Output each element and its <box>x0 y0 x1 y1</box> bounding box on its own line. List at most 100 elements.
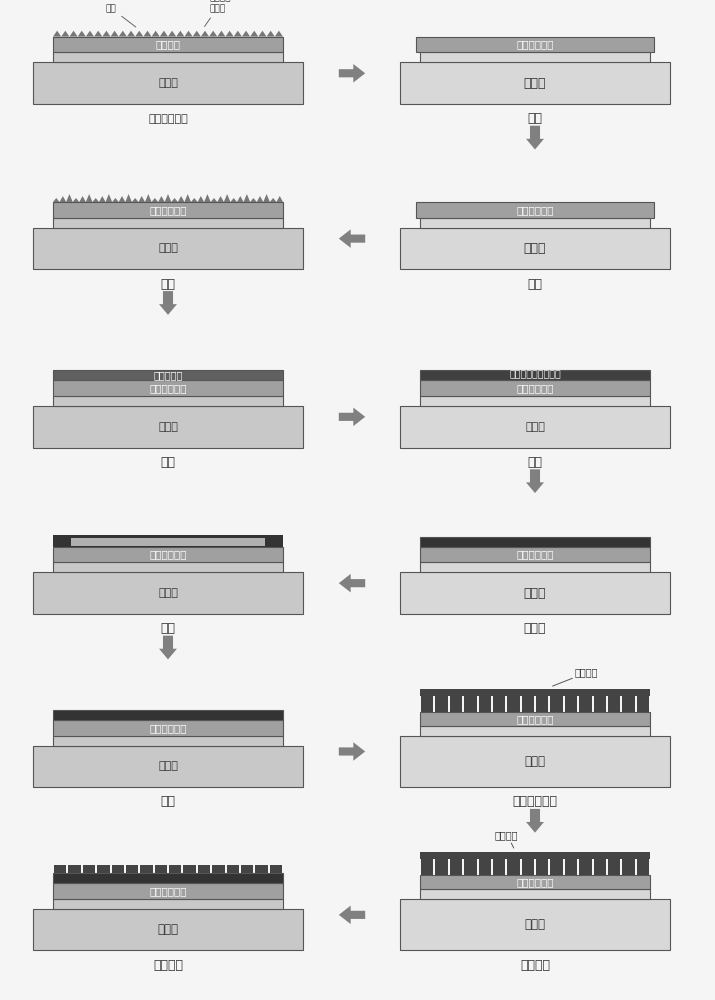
Polygon shape <box>339 742 365 761</box>
FancyBboxPatch shape <box>53 736 283 746</box>
Text: 残留陶瓷涂层: 残留陶瓷涂层 <box>149 723 187 733</box>
Polygon shape <box>69 31 78 37</box>
Polygon shape <box>211 198 217 202</box>
Polygon shape <box>250 31 258 37</box>
FancyBboxPatch shape <box>169 865 182 873</box>
Text: 氧化铝涂层: 氧化铝涂层 <box>153 370 183 380</box>
Polygon shape <box>250 198 257 202</box>
Text: 铝基体: 铝基体 <box>158 422 178 432</box>
Polygon shape <box>78 31 86 37</box>
Text: 铝着色阳
迹凸起: 铝着色阳 迹凸起 <box>204 0 232 26</box>
FancyBboxPatch shape <box>53 547 283 562</box>
Polygon shape <box>159 291 177 315</box>
Polygon shape <box>230 198 237 202</box>
Polygon shape <box>111 31 119 37</box>
Polygon shape <box>224 194 230 202</box>
Polygon shape <box>225 31 234 37</box>
Polygon shape <box>234 31 242 37</box>
FancyBboxPatch shape <box>33 62 303 104</box>
Polygon shape <box>217 31 225 37</box>
Text: 铝基体: 铝基体 <box>158 78 178 88</box>
Text: 残留陶瓷涂层: 残留陶瓷涂层 <box>516 877 553 887</box>
FancyBboxPatch shape <box>420 52 650 62</box>
FancyBboxPatch shape <box>565 859 577 875</box>
Text: 遮蔽治具: 遮蔽治具 <box>575 667 598 677</box>
FancyBboxPatch shape <box>183 865 196 873</box>
Polygon shape <box>258 31 267 37</box>
FancyBboxPatch shape <box>53 873 283 883</box>
Polygon shape <box>102 31 111 37</box>
Text: 残留陶瓷涂层: 残留陶瓷涂层 <box>516 383 553 393</box>
FancyBboxPatch shape <box>421 696 433 712</box>
FancyBboxPatch shape <box>416 37 654 52</box>
FancyBboxPatch shape <box>420 218 650 228</box>
FancyBboxPatch shape <box>400 228 670 269</box>
Text: 残留陶瓷涂层: 残留陶瓷涂层 <box>149 205 187 215</box>
FancyBboxPatch shape <box>53 52 283 62</box>
FancyBboxPatch shape <box>464 696 476 712</box>
FancyBboxPatch shape <box>450 859 462 875</box>
Text: 铝基体: 铝基体 <box>524 242 546 255</box>
FancyBboxPatch shape <box>420 875 650 889</box>
Text: 陶瓷涂层: 陶瓷涂层 <box>155 40 180 50</box>
FancyBboxPatch shape <box>421 859 433 875</box>
FancyBboxPatch shape <box>536 696 548 712</box>
Text: 去除遮蔽: 去除遮蔽 <box>153 959 183 972</box>
FancyBboxPatch shape <box>112 865 124 873</box>
Polygon shape <box>168 31 176 37</box>
Text: 喷涂: 喷涂 <box>160 456 175 469</box>
Polygon shape <box>106 194 112 202</box>
FancyBboxPatch shape <box>416 202 654 218</box>
Text: 铝基体: 铝基体 <box>158 588 178 598</box>
Text: 除膜: 除膜 <box>528 112 543 125</box>
FancyBboxPatch shape <box>53 396 283 406</box>
Polygon shape <box>217 196 224 202</box>
Polygon shape <box>158 196 164 202</box>
FancyBboxPatch shape <box>227 865 239 873</box>
FancyBboxPatch shape <box>53 218 283 228</box>
FancyBboxPatch shape <box>522 859 534 875</box>
Polygon shape <box>339 574 365 592</box>
Text: 残留陶瓷涂层: 残留陶瓷涂层 <box>149 383 187 393</box>
FancyBboxPatch shape <box>126 865 138 873</box>
FancyBboxPatch shape <box>54 865 66 873</box>
Polygon shape <box>59 196 66 202</box>
FancyBboxPatch shape <box>593 859 606 875</box>
Polygon shape <box>127 31 135 37</box>
Polygon shape <box>204 194 211 202</box>
Text: 铝基体: 铝基体 <box>525 755 546 768</box>
Polygon shape <box>242 31 250 37</box>
FancyBboxPatch shape <box>33 572 303 614</box>
FancyBboxPatch shape <box>551 859 563 875</box>
Polygon shape <box>526 469 544 493</box>
FancyBboxPatch shape <box>536 859 548 875</box>
FancyBboxPatch shape <box>420 712 650 726</box>
Polygon shape <box>119 31 127 37</box>
FancyBboxPatch shape <box>400 62 670 104</box>
Polygon shape <box>86 194 92 202</box>
FancyBboxPatch shape <box>255 865 267 873</box>
FancyBboxPatch shape <box>53 899 283 909</box>
Text: 封孔: 封孔 <box>528 456 543 469</box>
FancyBboxPatch shape <box>83 865 95 873</box>
FancyBboxPatch shape <box>579 859 591 875</box>
FancyBboxPatch shape <box>593 696 606 712</box>
Text: 铝基体: 铝基体 <box>525 422 545 432</box>
Text: 残留陶瓷涂层: 残留陶瓷涂层 <box>516 40 553 50</box>
Polygon shape <box>119 196 125 202</box>
Text: 喷砂: 喷砂 <box>160 795 175 808</box>
Polygon shape <box>263 194 270 202</box>
FancyBboxPatch shape <box>420 547 650 562</box>
FancyBboxPatch shape <box>400 406 670 448</box>
Polygon shape <box>270 198 277 202</box>
Polygon shape <box>53 198 59 202</box>
FancyBboxPatch shape <box>33 909 303 950</box>
Polygon shape <box>339 64 365 83</box>
Polygon shape <box>339 408 365 426</box>
Text: 浮点治具遮蔽: 浮点治具遮蔽 <box>513 795 558 808</box>
FancyBboxPatch shape <box>608 696 620 712</box>
FancyBboxPatch shape <box>53 370 283 380</box>
Polygon shape <box>275 31 283 37</box>
Polygon shape <box>94 31 102 37</box>
FancyBboxPatch shape <box>400 736 670 787</box>
